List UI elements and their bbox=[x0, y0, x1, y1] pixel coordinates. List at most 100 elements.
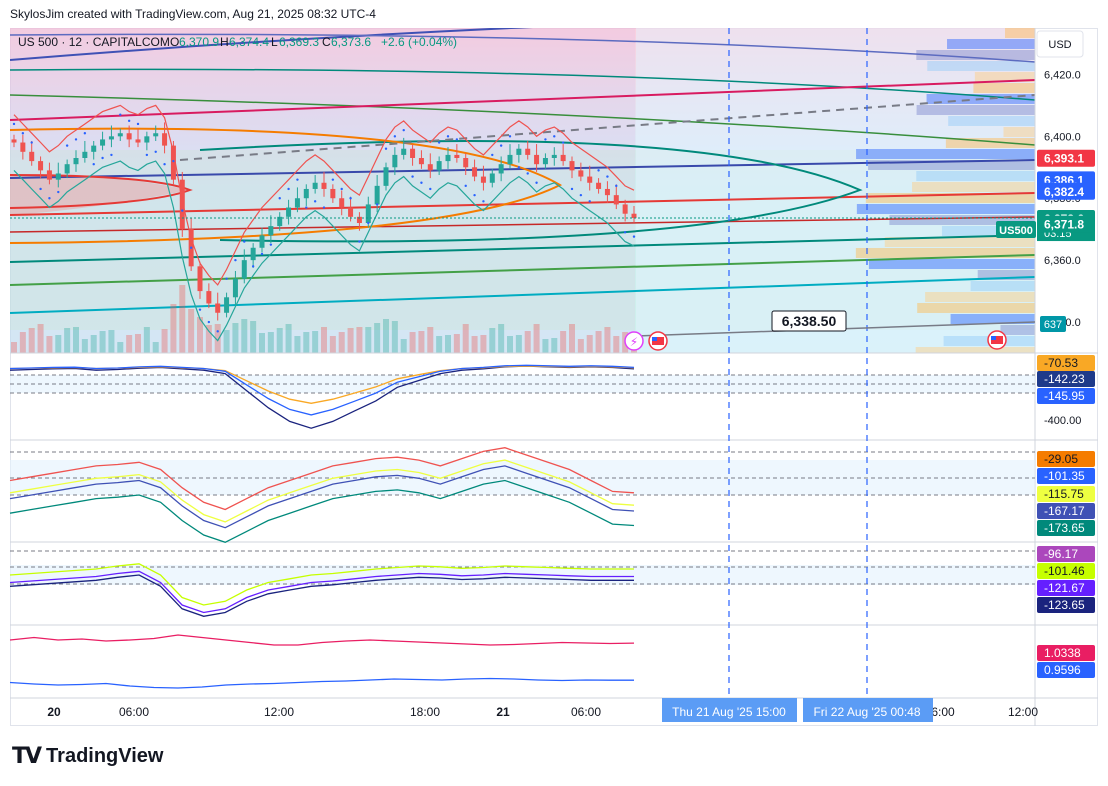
sar-dot bbox=[278, 197, 281, 200]
lightning-icon-glyph: ⚡ bbox=[630, 335, 638, 349]
price-axis[interactable]: USD 6,420.06,400.06,380.06,360.06,340.0 … bbox=[996, 30, 1095, 332]
lightning-icon[interactable] bbox=[624, 331, 644, 351]
candles bbox=[10, 104, 1035, 342]
candle-body bbox=[55, 173, 61, 180]
volume-bar bbox=[170, 304, 177, 353]
volume-profile-bar bbox=[941, 226, 1035, 236]
pane-badge: -29.05 bbox=[1044, 452, 1078, 466]
price-annotation[interactable]: 6,338.50 bbox=[635, 310, 1036, 337]
volume-bar bbox=[453, 334, 460, 353]
sar-dot bbox=[544, 138, 547, 141]
event-icons[interactable]: ⚡ bbox=[624, 330, 1007, 351]
volume-bar bbox=[524, 331, 531, 353]
pane-badge: -101.46 bbox=[1044, 564, 1085, 578]
volume-profile-bar bbox=[1003, 127, 1035, 137]
time-tick: 18:00 bbox=[410, 705, 440, 719]
sar-dot bbox=[482, 200, 485, 203]
us-flag-icon-fill bbox=[652, 337, 664, 345]
sar-dot bbox=[101, 156, 104, 160]
osc3-line-a bbox=[9, 570, 634, 614]
volume-bar bbox=[90, 335, 97, 353]
candle-body bbox=[29, 151, 35, 162]
sar-dot bbox=[243, 240, 246, 243]
volume-bar bbox=[551, 338, 558, 353]
trend-curve bbox=[10, 127, 563, 244]
sar-dot bbox=[198, 308, 202, 311]
pane-badge: -142.23 bbox=[1044, 372, 1085, 386]
pane-badge-bg bbox=[1037, 580, 1095, 596]
candle-body bbox=[144, 136, 150, 143]
oscillator-badges: -70.53 -142.23 -145.95 -400.00 -29.05 -101.35… bbox=[1037, 355, 1095, 678]
candle-body bbox=[215, 303, 221, 313]
candle-body bbox=[356, 216, 362, 223]
sar-dot bbox=[225, 277, 228, 280]
legend-open-label: O bbox=[170, 35, 179, 49]
volume-profile-bar bbox=[916, 50, 1035, 60]
pane-badge: -101.35 bbox=[1044, 469, 1085, 483]
trend-curve bbox=[10, 68, 1035, 101]
volume-bars bbox=[11, 285, 637, 353]
trend-curve bbox=[10, 33, 1035, 63]
legend-symbol[interactable]: US 500 · 12 · CAPITALCOM bbox=[18, 35, 170, 49]
volume-bar bbox=[569, 324, 575, 353]
candle-body bbox=[445, 154, 451, 162]
volume-bar bbox=[418, 331, 425, 353]
candle-body bbox=[64, 164, 70, 174]
currency-button[interactable] bbox=[1036, 30, 1084, 58]
candle-body bbox=[622, 204, 628, 214]
tradingview-wordmark: TradingView bbox=[46, 744, 164, 767]
sar-dot bbox=[65, 144, 69, 147]
annotation-price-label: 6,338.50 bbox=[782, 313, 837, 329]
tradingview-logo[interactable]: 𝗧𝗩 TradingView bbox=[12, 743, 164, 769]
trend-curve bbox=[10, 79, 1035, 121]
pane-badge-bg bbox=[1037, 520, 1095, 536]
pane-badge: -115.75 bbox=[1044, 487, 1084, 501]
volume-bar bbox=[11, 342, 17, 353]
ratio-line-b bbox=[9, 677, 634, 689]
pane-badge: -121.67 bbox=[1044, 581, 1085, 595]
candle-body bbox=[117, 133, 123, 137]
price-badge-bg bbox=[1037, 182, 1095, 200]
trend-curve bbox=[10, 28, 534, 61]
osc3-line-b bbox=[9, 563, 634, 606]
pane-badge: -70.53 bbox=[1044, 356, 1078, 370]
sar-dot bbox=[464, 184, 467, 188]
sar-dot bbox=[21, 132, 25, 135]
volume-bar bbox=[409, 332, 416, 353]
pane-badge: 1.0338 bbox=[1044, 646, 1081, 660]
candle-body bbox=[392, 154, 398, 168]
candle-body bbox=[11, 139, 17, 143]
price-badge: 6,393.1 bbox=[1044, 152, 1084, 166]
sar-dot bbox=[375, 203, 379, 206]
volume-profile-bar bbox=[868, 160, 1035, 170]
sar-dot bbox=[429, 187, 432, 191]
candle-body bbox=[542, 158, 548, 165]
sar-dot bbox=[287, 187, 290, 191]
volume-bar bbox=[577, 339, 584, 353]
candle-body bbox=[46, 170, 52, 180]
volume-profile-bar bbox=[917, 303, 1035, 313]
sar-dot bbox=[358, 240, 361, 243]
sar-dot bbox=[234, 258, 237, 262]
time-tick: 06:00 bbox=[571, 705, 601, 719]
sar-dot bbox=[349, 197, 352, 200]
candle-body bbox=[339, 198, 345, 208]
sar-dot bbox=[517, 166, 521, 169]
osc2-line-c bbox=[9, 479, 635, 544]
candle-body bbox=[100, 139, 106, 146]
time-tick: 06:00 bbox=[119, 705, 149, 719]
volume-profile-bar bbox=[970, 281, 1035, 291]
sar-dot bbox=[411, 175, 414, 178]
candle-body bbox=[569, 161, 575, 171]
sar-dot bbox=[260, 252, 264, 256]
volume-bar bbox=[498, 324, 505, 353]
osc2-line-d bbox=[9, 459, 635, 523]
time-axis[interactable]: 20 06:00 12:00 18:00 21 06:00 6:00 12:00 bbox=[47, 705, 1038, 719]
candle-body bbox=[162, 133, 168, 146]
volume-badge: 637 bbox=[1044, 319, 1062, 331]
volume-bar bbox=[81, 339, 88, 353]
pane-badge-bg bbox=[1037, 468, 1095, 484]
us-flag-icon-right-fill bbox=[991, 336, 1003, 344]
sar-dot bbox=[296, 178, 299, 181]
